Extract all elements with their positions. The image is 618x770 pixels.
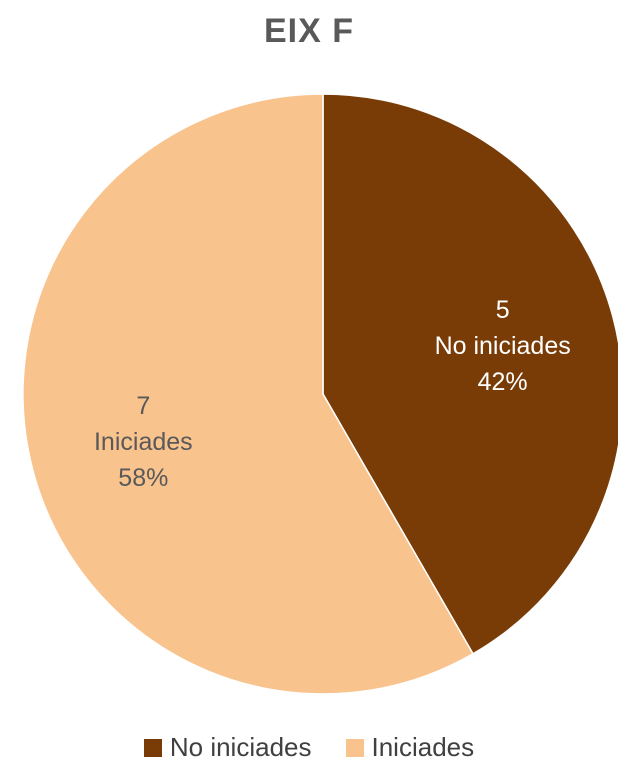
data-label-no-iniciades: 5 No iniciades 42%	[403, 292, 603, 400]
data-label-percent: 58%	[118, 464, 169, 493]
pie-slice-iniciades	[22, 93, 475, 695]
legend-item-no-iniciades: No iniciades	[143, 732, 312, 763]
data-label-value: 7	[136, 392, 151, 421]
data-label-percent: 42%	[477, 367, 528, 396]
data-label-iniciades: 7 Iniciades 58%	[43, 388, 243, 496]
legend: No iniciades Iniciades	[0, 732, 618, 763]
legend-label: No iniciades	[169, 732, 312, 762]
legend-item-iniciades: Iniciades	[345, 732, 475, 763]
data-label-category: Iniciades	[93, 428, 193, 457]
legend-swatch	[345, 738, 364, 757]
data-label-value: 5	[495, 295, 510, 324]
pie-slice-no-iniciades	[322, 93, 618, 655]
chart-title: EIX F	[263, 12, 355, 50]
legend-label: Iniciades	[371, 732, 475, 762]
pie-chart	[22, 93, 618, 695]
legend-swatch	[143, 738, 162, 757]
data-label-category: No iniciades	[434, 331, 571, 360]
